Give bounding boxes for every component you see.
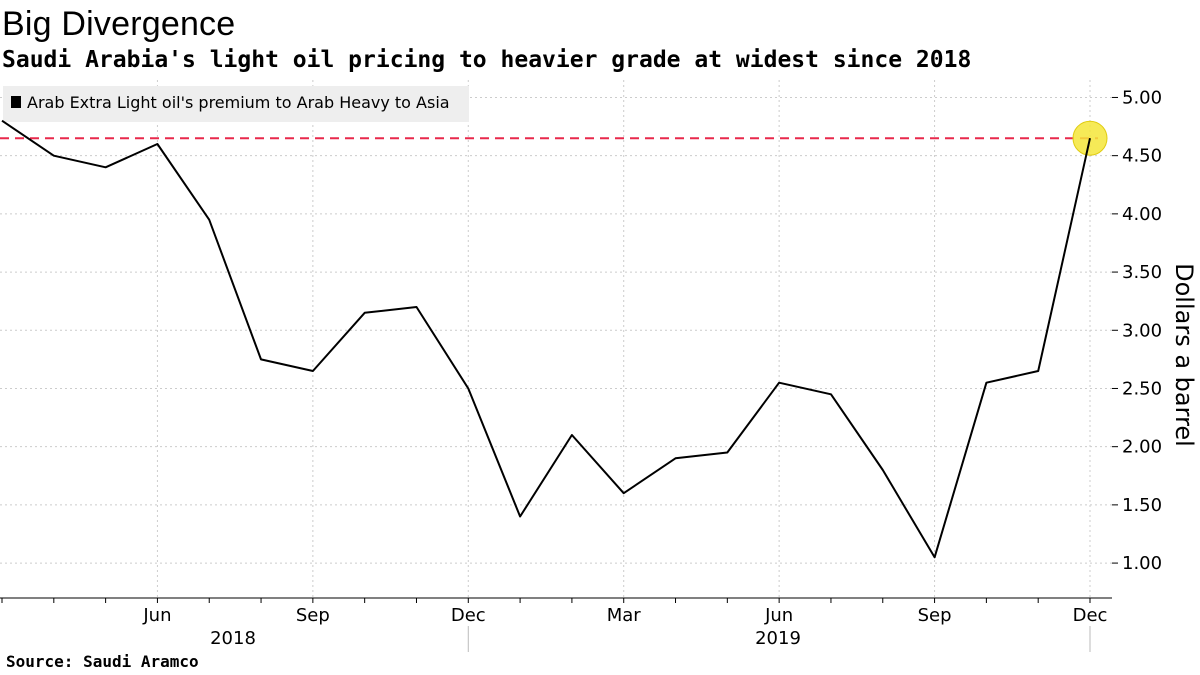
x-tick-label: Dec: [451, 605, 486, 626]
x-tick-label: Sep: [296, 605, 330, 626]
chart-title: Big Divergence: [2, 5, 236, 43]
y-tick-label: 2.00: [1122, 437, 1162, 458]
x-tick-label: Mar: [607, 605, 642, 626]
y-tick-label: 4.00: [1122, 204, 1162, 225]
x-tick-label: Jun: [142, 605, 171, 626]
y-tick-label: 2.50: [1122, 378, 1162, 399]
y-tick-label: 3.00: [1122, 320, 1162, 341]
y-axis-label: Dollars a barrel: [1170, 263, 1198, 447]
chart-subtitle: Saudi Arabia's light oil pricing to heav…: [2, 47, 972, 73]
y-tick-label: 3.50: [1122, 262, 1162, 283]
y-tick-label: 1.50: [1122, 495, 1162, 516]
legend-box: [3, 86, 469, 122]
x-tick-label: Dec: [1073, 605, 1108, 626]
y-tick-label: 4.50: [1122, 146, 1162, 167]
year-label: 2018: [210, 628, 256, 649]
source-note: Source: Saudi Aramco: [6, 652, 199, 671]
legend-label: Arab Extra Light oil's premium to Arab H…: [27, 93, 450, 112]
series-line: [1, 119, 1091, 559]
year-label: 2019: [755, 628, 801, 649]
legend-swatch: [11, 96, 21, 108]
y-tick-label: 1.00: [1122, 553, 1162, 574]
y-tick-label: 5.00: [1122, 87, 1162, 108]
x-tick-label: Jun: [764, 605, 793, 626]
x-tick-label: Sep: [918, 605, 952, 626]
